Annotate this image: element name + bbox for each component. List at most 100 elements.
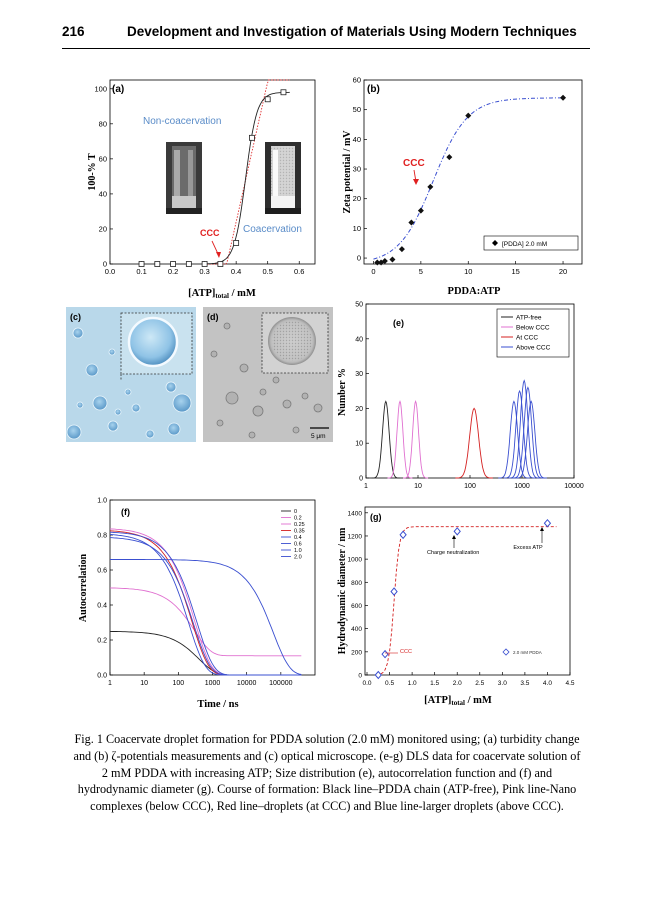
axes: 0.0 0.1 0.2 0.3 0.4 0.5 0.6 0 20 40 60 80 100	[94, 84, 304, 276]
page-number: 216	[62, 24, 85, 39]
legend-marker	[492, 240, 498, 246]
droplets	[66, 327, 192, 440]
excess-atp-label: Excess ATP	[513, 545, 543, 551]
droplet	[165, 381, 177, 393]
panel-label: (f)	[121, 507, 130, 517]
data-point	[417, 207, 424, 214]
y-tick-label: 10	[355, 441, 363, 448]
data-point	[249, 134, 255, 141]
scale-bar-label: 5 μm	[311, 433, 326, 440]
axes: 0 5 10 15 20 0 10 20 30 40 50 60	[353, 76, 568, 277]
data-point	[154, 261, 161, 267]
x-tick-label: 0.1	[136, 267, 146, 276]
droplet	[292, 426, 300, 434]
data-point	[465, 112, 472, 119]
y-axis-label: Zeta potential / mV	[342, 130, 353, 214]
panel-f: 1 10 100 1000 10000 1000000.00.20.40.60.81.0 …	[78, 498, 316, 710]
data-point	[389, 256, 396, 263]
x-tick-label: 0	[371, 267, 375, 276]
data-point	[170, 261, 176, 267]
x-tick-label: 2.5	[475, 680, 484, 687]
legend-label: 0	[294, 509, 297, 515]
y-tick-label: 0	[359, 476, 363, 483]
x-tick-label: 10000	[564, 483, 584, 490]
x-tick-label: 4.0	[543, 680, 552, 687]
droplet	[172, 393, 192, 413]
legend-marker	[502, 648, 510, 656]
x-tick-label: 20	[559, 267, 567, 276]
data-point	[390, 587, 398, 596]
y-tick-label: 30	[353, 165, 361, 174]
droplet	[92, 395, 108, 411]
data-point	[201, 261, 208, 267]
panel-label: (d)	[207, 312, 219, 322]
y-tick-label: 0	[103, 260, 107, 269]
legend-label: ATP-free	[516, 315, 542, 322]
panel-a: 0.0 0.1 0.2 0.3 0.4 0.5 0.6 0 20 40 60 80 100 (a) No…	[87, 79, 316, 300]
x-tick-label: 1	[108, 680, 112, 687]
panel-label: (c)	[70, 312, 81, 322]
x-tick-label: 0.3	[199, 267, 209, 276]
droplet	[223, 322, 231, 330]
panel-label: (e)	[393, 318, 404, 328]
y-tick-label: 50	[355, 302, 363, 309]
x-tick-label: 100	[172, 680, 184, 687]
y-tick-label: 0	[357, 254, 361, 263]
y-tick-label: 10	[353, 224, 361, 233]
y-tick-label: 100	[94, 84, 107, 93]
y-tick-label: 80	[99, 119, 107, 128]
coacervation-label: Coacervation	[243, 224, 302, 235]
panel-label: (g)	[370, 512, 382, 522]
running-title: Development and Investigation of Materia…	[127, 24, 577, 39]
linear-fit-dotted	[204, 79, 290, 265]
legend-label: [PDDA] 2.0 mM	[502, 241, 547, 248]
droplet	[282, 399, 292, 409]
y-axis-label: Number %	[337, 368, 348, 416]
panel-e: 1 10 100 1000 10000 0 10 20 30 40 50 (e) ATP-free B…	[337, 302, 584, 491]
data-points	[138, 89, 287, 267]
x-tick-label: 3.0	[498, 680, 507, 687]
y-tick-label: 20	[99, 224, 107, 233]
y-axis-label: Autocorrelation	[78, 553, 89, 622]
x-tick-label: 100	[464, 483, 476, 490]
axes: 0.0 0.5 1.0 1.5 2.0 2.5 3.0 3.5 4.0 4.5 0 200 400 600…	[348, 510, 575, 687]
legend: 00.20.250.350.40.61.02.0	[281, 509, 305, 561]
droplet	[239, 363, 249, 373]
y-tick-label: 60	[353, 76, 361, 85]
ccc-arrow-head	[413, 179, 419, 185]
x-tick-label: 1	[364, 483, 368, 490]
x-tick-label: 1000	[205, 680, 221, 687]
panel-b: 0 5 10 15 20 0 10 20 30 40 50 60 (b) CCC [PDDA] 2.0…	[342, 76, 583, 297]
data-point	[408, 219, 415, 226]
y-tick-label: 0.8	[97, 533, 107, 540]
x-tick-label: 0.5	[262, 267, 272, 276]
data-point	[543, 518, 552, 528]
y-tick-label: 0.6	[97, 568, 107, 575]
axes: 1 10 100 1000 10000 100000 0.0 0.2 0.4 0.6 0.8 1.0	[97, 498, 292, 688]
x-tick-label: 10000	[237, 680, 257, 687]
x-axis-label: [ATP]total / mM	[188, 288, 256, 300]
y-tick-label: 0	[358, 673, 362, 680]
droplet	[272, 376, 280, 384]
y-tick-label: 40	[99, 189, 107, 198]
size-distribution-peak	[508, 379, 540, 479]
droplet	[107, 420, 119, 432]
data-point	[374, 259, 381, 266]
data-point	[381, 649, 389, 659]
series	[371, 379, 547, 479]
y-tick-label: 0.4	[97, 603, 107, 610]
legend-label: 2.0 mM PDDA	[513, 650, 542, 655]
data-points	[374, 94, 567, 266]
droplet	[131, 403, 141, 413]
data-point	[138, 261, 145, 267]
size-distribution-peak	[504, 389, 536, 479]
y-tick-label: 1000	[348, 557, 363, 564]
size-distribution-peak	[455, 407, 493, 479]
x-tick-label: 15	[511, 267, 519, 276]
droplet	[108, 348, 116, 356]
droplet	[225, 391, 239, 405]
size-distribution-peak	[387, 400, 413, 479]
charge-neutralization-label: Charge neutralization	[427, 550, 479, 556]
y-tick-label: 1200	[348, 533, 363, 540]
y-tick-label: 40	[355, 336, 363, 343]
